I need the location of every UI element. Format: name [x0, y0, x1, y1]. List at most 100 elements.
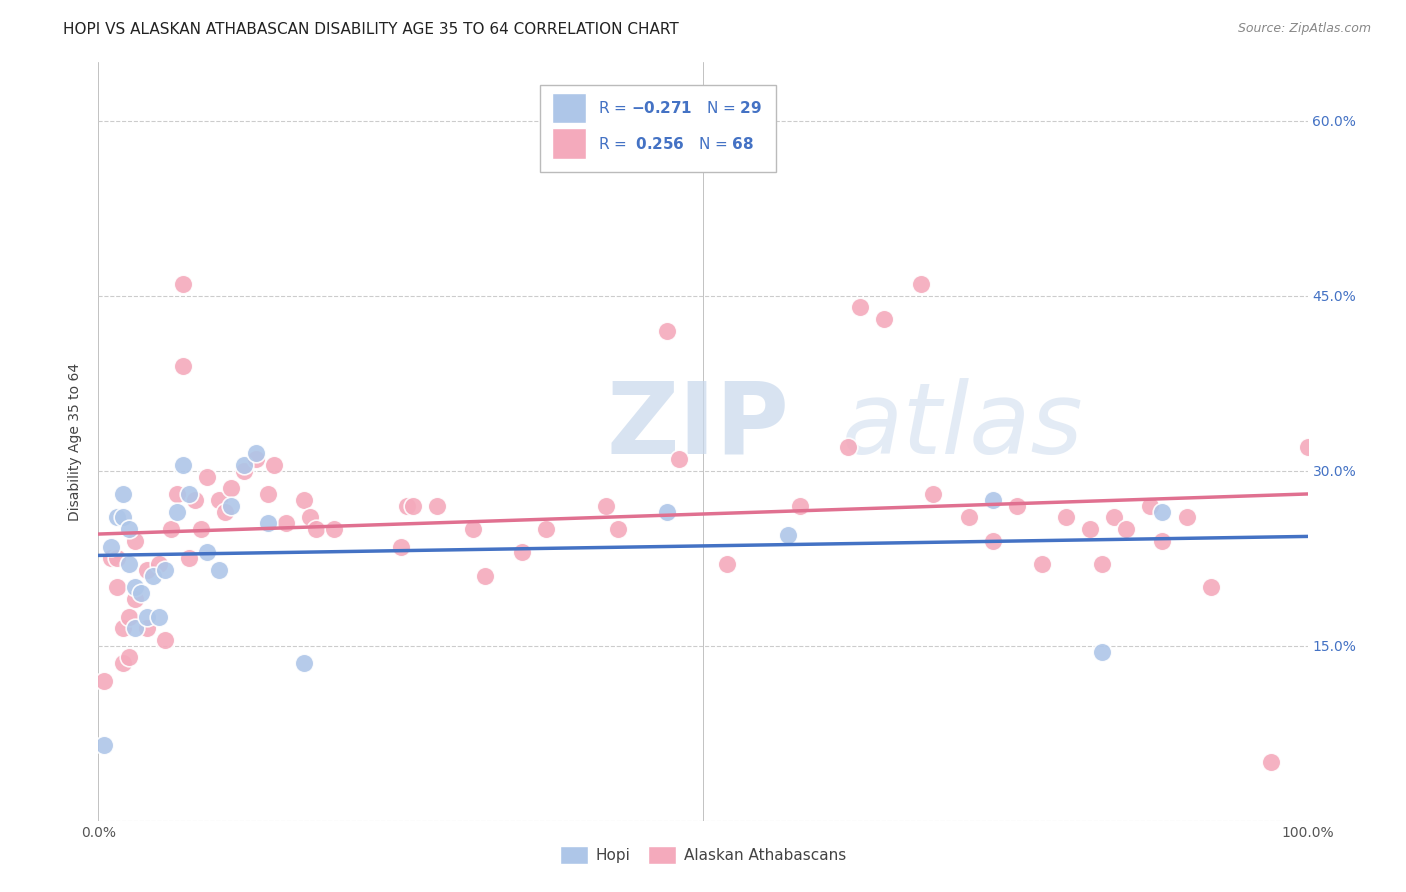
Point [668, 452, 690, 467]
Point [256, 516, 278, 531]
FancyBboxPatch shape [551, 93, 586, 123]
Point [184, 492, 207, 507]
Point [1031, 557, 1053, 571]
Point [148, 557, 170, 571]
Point [118, 650, 141, 665]
Point [214, 504, 236, 518]
Point [232, 464, 254, 478]
Point [274, 516, 297, 531]
Point [105, 551, 128, 566]
Point [849, 301, 872, 315]
Point [135, 609, 157, 624]
Legend: Hopi, Alaskan Athabascans: Hopi, Alaskan Athabascans [554, 840, 852, 870]
Point [93, 738, 115, 752]
Point [981, 492, 1004, 507]
Point [190, 522, 212, 536]
Point [118, 522, 141, 536]
Point [1078, 522, 1101, 536]
Point [910, 277, 932, 291]
Point [426, 499, 449, 513]
Point [221, 499, 243, 513]
Point [292, 492, 315, 507]
Y-axis label: Disability Age 35 to 64: Disability Age 35 to 64 [69, 362, 83, 521]
Point [118, 557, 141, 571]
Point [195, 469, 218, 483]
Point [105, 580, 128, 594]
Point [195, 545, 218, 559]
Point [1091, 557, 1114, 571]
Point [789, 499, 811, 513]
Text: atlas: atlas [842, 378, 1084, 475]
Point [1296, 441, 1319, 455]
Point [1091, 644, 1114, 658]
Point [124, 580, 146, 594]
Point [129, 586, 152, 600]
Point [124, 533, 146, 548]
Point [148, 609, 170, 624]
Point [510, 545, 533, 559]
Point [100, 551, 122, 566]
Text: Source: ZipAtlas.com: Source: ZipAtlas.com [1237, 22, 1371, 36]
Point [1152, 504, 1174, 518]
Point [135, 563, 157, 577]
Text: R =  $\mathbf{0.256}$   N = $\mathbf{68}$: R = $\mathbf{0.256}$ N = $\mathbf{68}$ [598, 136, 754, 152]
Point [172, 277, 194, 291]
Point [1199, 580, 1222, 594]
Point [534, 522, 557, 536]
Point [100, 540, 122, 554]
Point [389, 540, 412, 554]
Point [873, 312, 896, 326]
Point [402, 499, 425, 513]
Point [1175, 510, 1198, 524]
Point [135, 621, 157, 635]
Point [305, 522, 328, 536]
Point [256, 487, 278, 501]
Point [655, 324, 678, 338]
Point [166, 504, 188, 518]
Point [111, 510, 134, 524]
Point [111, 487, 134, 501]
Point [153, 563, 176, 577]
Point [105, 510, 128, 524]
Point [208, 492, 231, 507]
Point [232, 458, 254, 472]
Point [160, 522, 183, 536]
Point [245, 446, 267, 460]
Point [474, 568, 496, 582]
Point [1139, 499, 1161, 513]
Point [263, 458, 285, 472]
Point [179, 551, 201, 566]
Point [776, 528, 799, 542]
Point [118, 609, 141, 624]
Point [716, 557, 738, 571]
Point [395, 499, 418, 513]
Point [245, 452, 267, 467]
Point [655, 504, 678, 518]
Point [1152, 533, 1174, 548]
Point [323, 522, 346, 536]
Point [179, 487, 201, 501]
Point [463, 522, 485, 536]
Point [957, 510, 980, 524]
Point [124, 621, 146, 635]
Text: R = $\mathbf{-0.271}$   N = $\mathbf{29}$: R = $\mathbf{-0.271}$ N = $\mathbf{29}$ [598, 100, 762, 116]
FancyBboxPatch shape [551, 128, 586, 159]
Point [1115, 522, 1137, 536]
Point [221, 481, 243, 495]
Point [1007, 499, 1029, 513]
Point [299, 510, 322, 524]
Point [981, 533, 1004, 548]
Text: HOPI VS ALASKAN ATHABASCAN DISABILITY AGE 35 TO 64 CORRELATION CHART: HOPI VS ALASKAN ATHABASCAN DISABILITY AG… [63, 22, 679, 37]
Text: ZIP: ZIP [606, 378, 789, 475]
FancyBboxPatch shape [540, 85, 776, 172]
Point [166, 487, 188, 501]
Point [1102, 510, 1125, 524]
Point [1260, 756, 1282, 770]
Point [1054, 510, 1077, 524]
Point [208, 563, 231, 577]
Point [607, 522, 630, 536]
Point [172, 458, 194, 472]
Point [153, 632, 176, 647]
Point [292, 656, 315, 670]
Point [837, 441, 859, 455]
